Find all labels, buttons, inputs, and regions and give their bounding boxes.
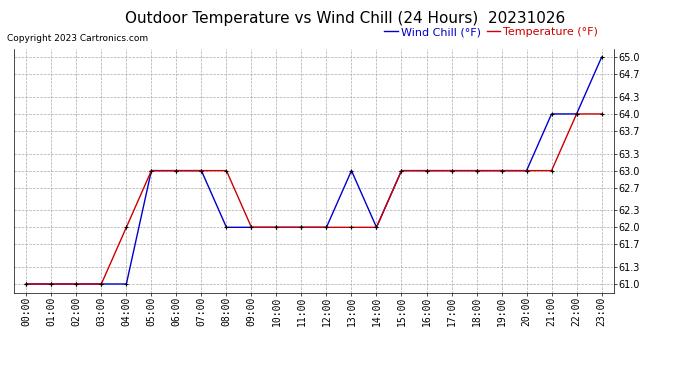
Legend: Wind Chill (°F), Temperature (°F): Wind Chill (°F), Temperature (°F) [380,22,602,42]
Text: Outdoor Temperature vs Wind Chill (24 Hours)  20231026: Outdoor Temperature vs Wind Chill (24 Ho… [125,11,565,26]
Text: Copyright 2023 Cartronics.com: Copyright 2023 Cartronics.com [7,34,148,43]
